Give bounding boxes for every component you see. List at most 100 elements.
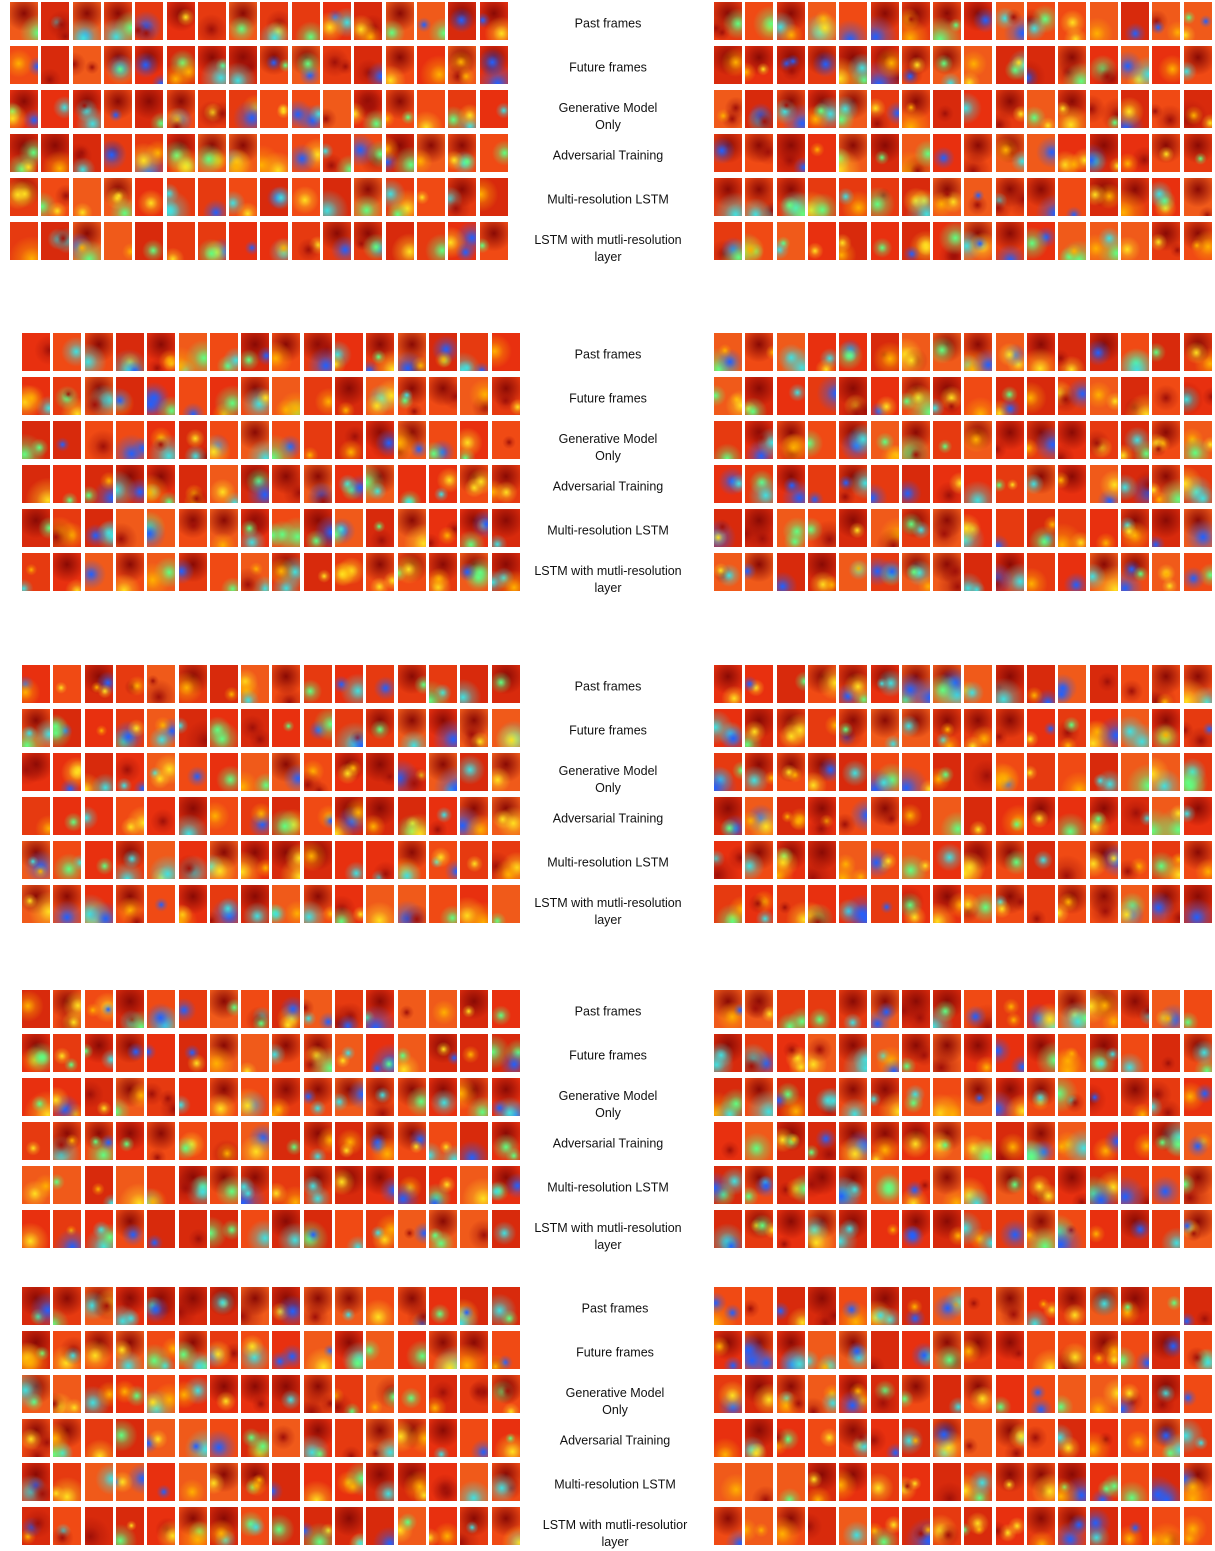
heatmap-frame (491, 1463, 520, 1501)
heatmap-frame (272, 841, 301, 879)
heatmap-frame (807, 841, 836, 879)
heatmap-frame (1058, 178, 1087, 216)
heatmap-frame (428, 1166, 457, 1204)
row-label: LSTM with mutli-resolution layer (508, 1220, 708, 1254)
heatmap-frame (272, 1166, 301, 1204)
heatmap-frame (839, 841, 868, 879)
heatmap-frame (714, 1122, 742, 1160)
heatmap-frame (272, 797, 301, 835)
heatmap-frame (714, 1034, 742, 1072)
heatmap-frame (776, 1166, 805, 1204)
heatmap-frame (933, 1122, 962, 1160)
heatmap-frame (397, 797, 426, 835)
heatmap-frame (745, 377, 774, 415)
label-line: Only (595, 118, 621, 132)
heatmap-frame (1183, 753, 1212, 791)
label-line: layer (594, 581, 622, 595)
heatmap-frame (1152, 46, 1181, 84)
heatmap-frame (1183, 709, 1212, 747)
heatmap-frame (870, 2, 899, 40)
heatmap-frame (870, 1463, 899, 1501)
heatmap-frame (178, 1034, 207, 1072)
heatmap-frame (1058, 509, 1087, 547)
heatmap-frame (1183, 90, 1212, 128)
heatmap-frame (745, 1463, 774, 1501)
heatmap-frame (241, 465, 270, 503)
heatmap-frame (807, 134, 836, 172)
heatmap-frame (964, 1166, 993, 1204)
heatmap-frame (1027, 1166, 1055, 1204)
heatmap-frame (839, 1166, 868, 1204)
heatmap-frame (1058, 46, 1087, 84)
label-line: Multi-resolution LSTM (547, 855, 669, 870)
heatmap-frame (839, 46, 868, 84)
heatmap-frame (1120, 1210, 1149, 1248)
heatmap-frame (260, 90, 289, 128)
heatmap-frame (745, 885, 774, 923)
heatmap-frame (839, 377, 868, 415)
heatmap-frame (714, 1331, 742, 1369)
heatmap-frame (197, 134, 226, 172)
heatmap-frame (995, 134, 1024, 172)
heatmap-frame (335, 841, 363, 879)
heatmap-frame (491, 1034, 520, 1072)
heatmap-frame (1027, 709, 1055, 747)
heatmap-frame (366, 990, 395, 1028)
row-label: Multi-resolution LSTM (508, 1180, 708, 1197)
label-line: layer (601, 1535, 629, 1549)
heatmap-frame (995, 178, 1024, 216)
heatmap-frame (745, 1034, 774, 1072)
heatmap-frame (1120, 421, 1149, 459)
heatmap-frame (901, 421, 930, 459)
heatmap-frame (397, 509, 426, 547)
heatmap-frame (933, 1419, 962, 1457)
heatmap-frame (460, 885, 489, 923)
heatmap-frame (428, 1210, 457, 1248)
heatmap-frame (807, 665, 836, 703)
heatmap-frame (135, 222, 164, 260)
heatmap-frame (460, 1331, 489, 1369)
heatmap-frame (1183, 1287, 1212, 1325)
heatmap-frame (870, 841, 899, 879)
label-line: layer (594, 913, 622, 927)
heatmap-frame (178, 841, 207, 879)
heatmap-frame (995, 1375, 1024, 1413)
heatmap-frame (1183, 841, 1212, 879)
heatmap-frame (901, 709, 930, 747)
heatmap-frame (115, 990, 144, 1028)
heatmap-frame (428, 797, 457, 835)
heatmap-frame (303, 509, 332, 547)
heatmap-frame (964, 1078, 993, 1116)
heatmap-frame (933, 1166, 962, 1204)
heatmap-frame (901, 222, 930, 260)
heatmap-frame (1027, 1507, 1055, 1545)
row-label: LSTM with mutli-resolution layer (508, 563, 708, 597)
heatmap-frame (209, 990, 238, 1028)
heatmap-frame (1152, 1419, 1181, 1457)
heatmap-frame (714, 797, 742, 835)
heatmap-frame (53, 990, 82, 1028)
heatmap-frame (178, 1166, 207, 1204)
heatmap-frame (1058, 465, 1087, 503)
heatmap-frame (335, 333, 363, 371)
heatmap-frame (10, 134, 38, 172)
heatmap-frame (1089, 178, 1118, 216)
heatmap-frame (1027, 1078, 1055, 1116)
heatmap-frame (1152, 465, 1181, 503)
heatmap-frame (776, 509, 805, 547)
heatmap-frame (53, 709, 82, 747)
heatmap-frame (272, 1034, 301, 1072)
heatmap-frame (807, 465, 836, 503)
heatmap-frame (1120, 2, 1149, 40)
heatmap-frame (1058, 333, 1087, 371)
heatmap-frame (964, 841, 993, 879)
heatmap-frame (1183, 1419, 1212, 1457)
heatmap-frame (1120, 665, 1149, 703)
heatmap-frame (385, 178, 414, 216)
heatmap-frame (964, 797, 993, 835)
heatmap-frame (995, 222, 1024, 260)
heatmap-frame (1058, 1463, 1087, 1501)
row-label: Future frames (508, 391, 708, 408)
heatmap-frame (1058, 797, 1087, 835)
heatmap-frame (115, 553, 144, 591)
